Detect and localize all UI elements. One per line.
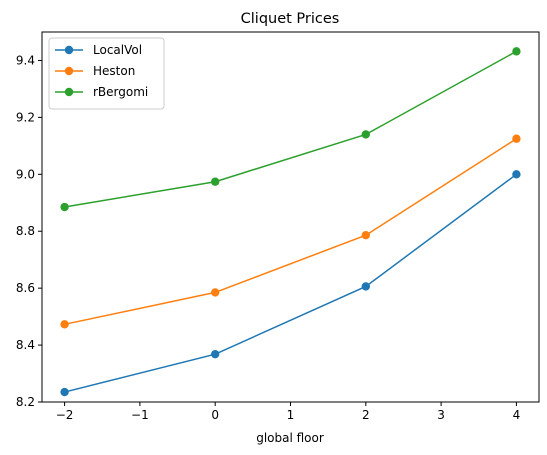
y-tick-label: 8.4 xyxy=(16,338,35,352)
data-point-heston xyxy=(210,288,220,297)
y-tick-label: 9.0 xyxy=(16,167,35,181)
y-tick-label: 8.2 xyxy=(16,395,35,409)
series-line-rbergomi xyxy=(64,50,517,208)
plot-area xyxy=(60,47,521,397)
y-tick-label: 8.6 xyxy=(16,281,35,295)
legend-marker-rbergomi xyxy=(64,87,74,97)
x-tick-label: 4 xyxy=(513,408,521,422)
data-point-heston xyxy=(60,320,69,329)
y-tick-label: 9.4 xyxy=(16,53,35,67)
series-line-heston xyxy=(64,138,517,326)
data-point-heston xyxy=(361,231,371,240)
legend: LocalVol Heston rBergomi xyxy=(48,37,165,110)
series-line-localvol xyxy=(64,173,517,393)
x-tick-label: 1 xyxy=(287,408,295,422)
data-point-rbergomi xyxy=(60,202,69,212)
legend-label-localvol: LocalVol xyxy=(93,43,142,57)
legend-label-rbergomi: rBergomi xyxy=(93,85,148,99)
data-point-localvol xyxy=(361,282,371,291)
legend-marker-localvol xyxy=(64,45,74,55)
y-tick-label: 9.2 xyxy=(16,110,35,124)
data-point-localvol xyxy=(210,349,220,359)
data-point-localvol xyxy=(512,170,521,179)
x-tick-label: −2 xyxy=(56,408,74,422)
data-point-localvol xyxy=(60,387,69,397)
chart-title: Cliquet Prices xyxy=(241,11,340,27)
data-point-heston xyxy=(512,134,521,143)
y-axis-ticks: 8.2 8.4 8.6 8.8 9.0 9.2 9.4 xyxy=(16,53,42,409)
legend-label-heston: Heston xyxy=(93,64,135,78)
x-axis-ticks: −2 −1 0 1 2 3 4 xyxy=(56,402,520,422)
x-tick-label: 3 xyxy=(437,408,445,422)
data-point-rbergomi xyxy=(512,47,521,56)
y-tick-label: 8.8 xyxy=(16,224,35,238)
x-tick-label: 2 xyxy=(362,408,370,422)
x-axis-label: global floor xyxy=(256,431,324,445)
x-tick-label: −1 xyxy=(131,408,149,422)
x-tick-label: 0 xyxy=(211,408,219,422)
data-point-rbergomi xyxy=(210,177,220,186)
legend-marker-heston xyxy=(64,66,74,76)
data-point-rbergomi xyxy=(361,130,371,139)
